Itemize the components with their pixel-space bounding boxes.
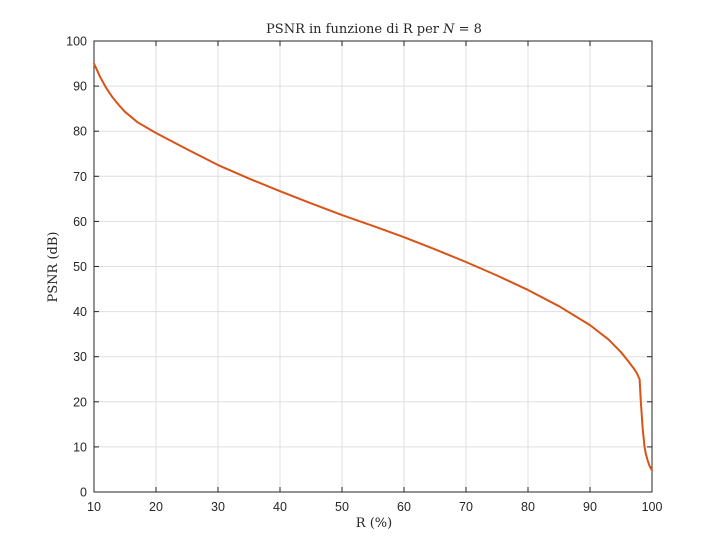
axis-ticks: 10 20 30 40 50 60 70 80 90 1000102030405060708090… xyxy=(66,35,662,515)
x-axis-label: R (%) xyxy=(356,516,392,531)
y-tick-label: 10 xyxy=(73,440,87,454)
series-layer xyxy=(93,62,653,472)
y-tick-label: 70 xyxy=(73,170,87,184)
series-line xyxy=(93,62,653,472)
x-tick-label: 100 xyxy=(642,500,663,514)
chart-title-prefix: PSNR in funzione di R per xyxy=(266,22,443,37)
x-tick-label: 20 xyxy=(149,500,163,514)
y-tick-label: 30 xyxy=(73,350,87,364)
x-tick-label: 60 xyxy=(397,500,411,514)
y-tick-label: 80 xyxy=(73,125,87,139)
y-tick-label: 90 xyxy=(73,80,87,94)
x-tick-label: 90 xyxy=(583,500,597,514)
chart-title-suffix: = 8 xyxy=(455,22,482,37)
x-tick-label: 40 xyxy=(273,500,287,514)
x-tick-label: 10 xyxy=(87,500,101,514)
y-tick-label: 20 xyxy=(73,395,87,409)
y-tick-label: 60 xyxy=(73,215,87,229)
y-axis-label: PSNR (dB) xyxy=(46,232,61,303)
chart-title-variable: N xyxy=(442,22,455,37)
y-tick-label: 50 xyxy=(73,260,87,274)
y-tick-label: 100 xyxy=(66,35,87,49)
chart-title: PSNR in funzione di R per N = 8 xyxy=(266,22,482,37)
y-tick-label: 0 xyxy=(80,486,87,500)
grid-lines xyxy=(93,40,653,493)
x-tick-label: 50 xyxy=(335,500,349,514)
x-tick-label: 70 xyxy=(459,500,473,514)
y-tick-label: 40 xyxy=(73,305,87,319)
x-tick-label: 80 xyxy=(521,500,535,514)
x-tick-label: 30 xyxy=(211,500,225,514)
